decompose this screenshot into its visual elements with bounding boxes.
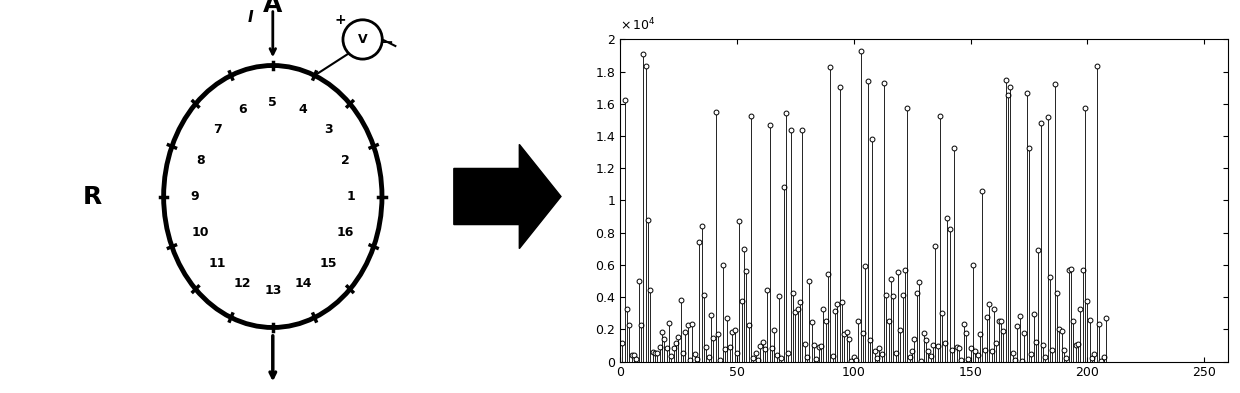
Text: A: A bbox=[263, 0, 283, 17]
Text: 2: 2 bbox=[341, 154, 350, 167]
Text: −: − bbox=[381, 35, 393, 50]
Text: 10: 10 bbox=[191, 226, 208, 239]
Text: 12: 12 bbox=[234, 277, 252, 290]
Text: 15: 15 bbox=[320, 257, 337, 270]
Text: 9: 9 bbox=[190, 190, 198, 203]
Text: 13: 13 bbox=[264, 284, 281, 298]
Text: $\times\,10^4$: $\times\,10^4$ bbox=[620, 16, 656, 33]
Text: V: V bbox=[358, 33, 367, 46]
Text: 4: 4 bbox=[299, 103, 308, 116]
Text: I: I bbox=[248, 10, 254, 25]
Text: 16: 16 bbox=[337, 226, 355, 239]
Text: 14: 14 bbox=[294, 277, 311, 290]
Text: 7: 7 bbox=[213, 123, 222, 136]
Text: +: + bbox=[335, 13, 347, 27]
Text: 8: 8 bbox=[196, 154, 205, 167]
Text: 1: 1 bbox=[347, 190, 356, 203]
Text: 5: 5 bbox=[268, 95, 278, 109]
Text: 3: 3 bbox=[324, 123, 332, 136]
Text: 6: 6 bbox=[238, 103, 247, 116]
Text: 11: 11 bbox=[208, 257, 226, 270]
Text: R: R bbox=[83, 184, 102, 209]
FancyArrow shape bbox=[454, 144, 560, 249]
